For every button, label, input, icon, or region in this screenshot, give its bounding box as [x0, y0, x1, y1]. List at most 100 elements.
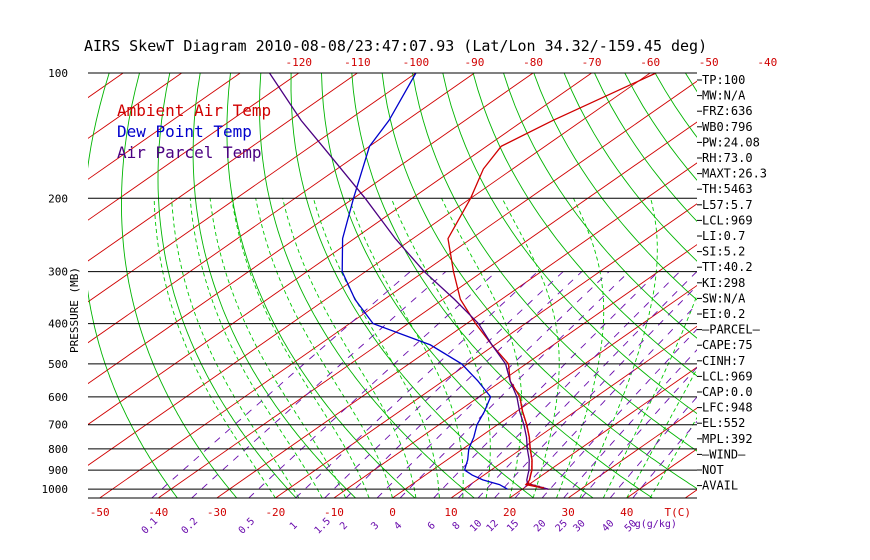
background-grid [0, 73, 870, 498]
bottom-temp-tick-label: 0 [389, 506, 396, 519]
index-value: LCL:969 [702, 369, 753, 383]
mixing-ratio-line [581, 366, 697, 498]
index-value: EL:552 [702, 416, 745, 430]
mixing-ratio-tick-label: 1.5 [313, 516, 334, 537]
mixing-ratio-tick-label: 2 [338, 520, 350, 532]
mixing-ratio-tick-label: 3 [369, 520, 381, 532]
mixing-ratio-tick-label: 40 [600, 518, 616, 534]
mixing-ratio-line [541, 328, 697, 498]
legend: Ambient Air Temp Dew Point Temp Air Parcel… [117, 101, 271, 162]
mixing-ratio-line [324, 271, 564, 498]
isotherm-line [275, 203, 697, 498]
mixing-ratio-line [399, 271, 630, 498]
bottom-temp-tick-label: -50 [90, 506, 110, 519]
isotherm-line [88, 73, 592, 425]
mixing-ratio-tick-label: 30 [572, 518, 588, 534]
dry-adiabat-line [88, 73, 178, 498]
dry-adiabat-line [157, 73, 297, 498]
mixing-ratio-tick-label: 0.1 [140, 516, 161, 537]
index-value: MPL:392 [702, 432, 753, 446]
index-value: —PARCEL— [702, 323, 761, 337]
index-value: MAXT:26.3 [702, 167, 767, 181]
mixing-ratio-tick-label: 25 [554, 518, 570, 534]
isotherm-line [88, 73, 534, 385]
pressure-tick-label: 100 [48, 67, 68, 80]
dry-adiabat-line [412, 73, 697, 452]
bottom-temp-tick-label: -30 [207, 506, 227, 519]
pressure-tick-label: 300 [48, 266, 68, 279]
mixing-ratio-line [514, 303, 697, 498]
mixing-ratio-tick-label: 12 [485, 518, 501, 534]
mixing-ratio-tick-label: 6 [426, 520, 438, 532]
index-value: FRZ:636 [702, 104, 753, 118]
mixing-ratio-tick-label: 0.5 [237, 516, 258, 537]
index-value: CAP:0.0 [702, 385, 753, 399]
moist-adiabat-line [171, 198, 300, 498]
index-value: CAPE:75 [702, 338, 753, 352]
mixing-ratio-line [632, 420, 697, 498]
top-temp-tick-label: -60 [640, 56, 660, 69]
chart-title: AIRS SkewT Diagram 2010-08-08/23:47:07.9… [84, 37, 707, 55]
moist-adiabat-line [556, 198, 605, 498]
mixing-ratio-line [609, 396, 697, 498]
isotherm-line [744, 73, 870, 498]
dry-adiabat-line [807, 73, 870, 498]
top-temp-tick-label: -50 [699, 56, 719, 69]
series-line-air-parcel-temp [268, 73, 549, 490]
bottom-temp-tick-label: 30 [562, 506, 575, 519]
mixing-ratio-line [295, 271, 539, 498]
bottom-temp-tick-label: 40 [620, 506, 633, 519]
top-temp-tick-label: -120 [286, 56, 313, 69]
parcel-hatch [512, 385, 544, 488]
isotherm-line [392, 284, 697, 498]
bottom-temp-tick-label: 20 [503, 506, 516, 519]
dry-adiabat-line [776, 73, 870, 498]
mixing-ratio-line [248, 271, 497, 498]
index-value: KI:298 [702, 276, 745, 290]
index-value: CINH:7 [702, 354, 745, 368]
legend-entry: Air Parcel Temp [117, 143, 262, 162]
moist-adiabat-line [282, 198, 417, 498]
index-value: SW:N/A [702, 291, 746, 305]
top-temp-tick-label: -40 [757, 56, 777, 69]
moist-adiabat-line [626, 367, 697, 498]
isotherm-line [99, 80, 697, 498]
pressure-tick-label: 200 [48, 192, 68, 205]
isotherm-line [158, 121, 697, 498]
dry-adiabat-line [563, 73, 697, 262]
moist-adiabat-line [579, 198, 658, 498]
bottom-temp-tick-label: 10 [444, 506, 457, 519]
isotherm-line [88, 73, 358, 262]
dry-adiabat-line [503, 73, 697, 339]
isotherm-line [88, 73, 241, 180]
index-value: AVAIL [702, 479, 738, 493]
mixing-ratio-line [345, 271, 583, 498]
mixing-ratio-unit-label: g(g/kg) [635, 519, 677, 530]
mixing-ratio-tick-label: 1 [288, 520, 300, 532]
index-value: TH:5463 [702, 182, 753, 196]
top-temp-tick-label: -100 [403, 56, 430, 69]
bottom-temp-tick-label: -10 [324, 506, 344, 519]
dry-adiabat-line [321, 73, 594, 498]
mixing-ratio-line [563, 349, 697, 498]
mixing-ratio-tick-label: 8 [451, 520, 463, 532]
pressure-tick-label: 700 [48, 419, 68, 432]
y-axis-label: PRESSURE (MB) [68, 267, 81, 353]
top-temp-tick-label: -110 [344, 56, 371, 69]
pressure-tick-label: 1000 [42, 483, 69, 496]
legend-entry: Dew Point Temp [117, 122, 252, 141]
isotherm-line [0, 73, 6, 498]
top-temp-tick-label: -70 [582, 56, 602, 69]
dry-adiabat-line [533, 73, 697, 301]
pressure-tick-label: 400 [48, 318, 68, 331]
index-value: TP:100 [702, 73, 745, 87]
mixing-ratio-tick-label: 15 [505, 518, 521, 534]
mixing-ratio-line [151, 271, 411, 498]
series-line-dew-point-temp [341, 73, 508, 490]
moist-adiabat-line [649, 416, 697, 498]
index-value: RH:73.0 [702, 151, 753, 165]
bottom-temp-tick-label: -20 [265, 506, 285, 519]
mixing-ratio-line [433, 271, 659, 498]
